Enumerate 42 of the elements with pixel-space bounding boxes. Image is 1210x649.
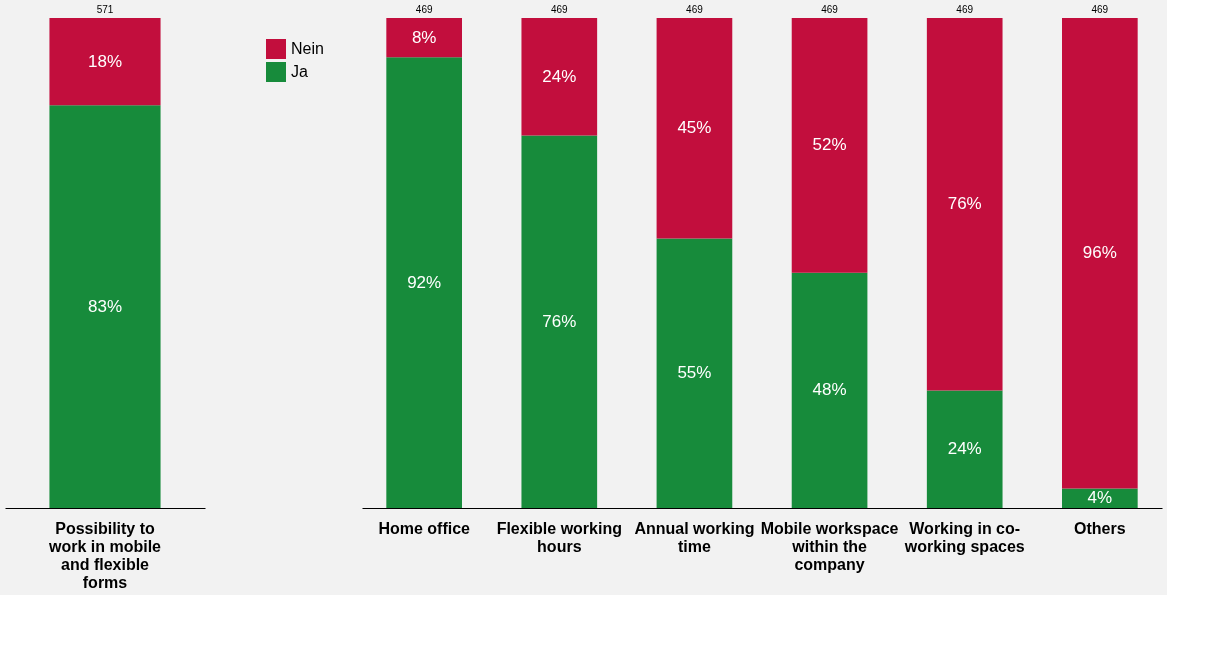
annotation: 469 [1091, 4, 1109, 15]
bar [791, 18, 868, 273]
bar [926, 390, 1003, 508]
bar [926, 18, 1003, 391]
data-label: 76% [947, 194, 982, 214]
bar [656, 238, 733, 508]
annotation: 469 [550, 4, 569, 15]
data-label: 24% [542, 66, 577, 86]
data-label: 52% [812, 135, 847, 155]
bar [1062, 488, 1138, 508]
x-tick-label: Flexible working hours [496, 519, 622, 555]
bar [521, 135, 598, 508]
bar [791, 272, 868, 508]
annotation: 469 [686, 4, 704, 15]
data-label: 45% [677, 118, 712, 138]
x-tick-label: Home office [378, 519, 471, 537]
bar [521, 18, 598, 136]
data-label: 55% [677, 363, 712, 383]
data-label: 83% [87, 296, 123, 316]
bar [386, 18, 462, 58]
data-label: 92% [407, 272, 442, 292]
x-tick-label: Others [1074, 519, 1126, 537]
bar [1062, 18, 1138, 489]
data-label: 76% [542, 311, 577, 331]
annotation: 469 [415, 4, 433, 15]
bar [386, 57, 462, 508]
x-tick-label: Annual working time [634, 519, 755, 555]
data-label: 48% [812, 380, 847, 400]
x-tick-label: Possibility to work in mobile and flexible forms [47, 519, 162, 591]
data-label: 24% [947, 439, 982, 459]
annotation: 469 [956, 4, 974, 15]
data-label: 18% [87, 51, 123, 71]
data-label: 8% [411, 27, 437, 47]
annotation: 571 [96, 4, 114, 15]
legend-label: Nein [291, 40, 324, 57]
annotation: 469 [821, 4, 839, 15]
legend-label: Ja [291, 63, 308, 80]
bar [656, 18, 733, 239]
data-label: 96% [1082, 243, 1117, 263]
x-tick-label: Working in co-working spaces [903, 519, 1025, 555]
x-tick-label: Mobile workspace within the company [760, 519, 899, 573]
data-label: 4% [1087, 488, 1113, 508]
